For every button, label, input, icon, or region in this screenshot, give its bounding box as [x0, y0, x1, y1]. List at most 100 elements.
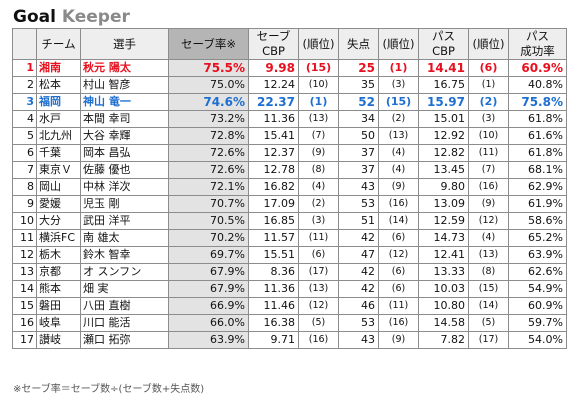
- table-row: 5 北九州 大谷 幸輝 72.8% 15.41 (7) 50 (13) 12.92 (10) 61.…: [12, 127, 567, 145]
- conceded-cell: 47: [338, 246, 379, 264]
- save-cbp-cell: 11.57: [248, 229, 299, 247]
- pass-cbp-cell: 12.59: [418, 212, 469, 230]
- save-cbp-rank-cell: (8): [298, 161, 339, 179]
- save-cbp-rank-cell: (9): [298, 144, 339, 162]
- conceded-cell: 43: [338, 331, 379, 349]
- rank-cell: 7: [12, 161, 37, 179]
- pass-cbp-cell: 13.45: [418, 161, 469, 179]
- pass-cbp-cell: 16.75: [418, 76, 469, 94]
- pass-rate-cell: 60.9%: [508, 297, 567, 315]
- pass-rate-cell: 40.8%: [508, 76, 567, 94]
- conceded-rank-cell: (16): [378, 314, 419, 332]
- player-cell: 村山 智彦: [80, 76, 169, 94]
- save-rate-cell: 67.9%: [168, 280, 249, 298]
- conceded-rank-cell: (6): [378, 229, 419, 247]
- conceded-rank-cell: (6): [378, 263, 419, 281]
- pass-rate-cell: 59.7%: [508, 314, 567, 332]
- pass-cbp-rank-cell: (2): [468, 93, 509, 111]
- conceded-cell: 35: [338, 76, 379, 94]
- pass-cbp-rank-cell: (9): [468, 195, 509, 213]
- team-cell: 松本: [36, 76, 81, 94]
- pass-cbp-rank-cell: (10): [468, 127, 509, 145]
- save-rate-cell: 74.6%: [168, 93, 249, 111]
- footnote: ※セーブ率＝セーブ数÷(セーブ数+失点数): [13, 384, 205, 395]
- player-cell: 南 雄太: [80, 229, 169, 247]
- save-cbp-cell: 11.36: [248, 280, 299, 298]
- conceded-cell: 34: [338, 110, 379, 128]
- table-row: 3 福岡 神山 竜一 74.6% 22.37 (1) 52 (15) 15.97 (2) 75.8%: [12, 93, 567, 111]
- rank-cell: 6: [12, 144, 37, 162]
- team-cell: 湘南: [36, 59, 81, 77]
- save-cbp-cell: 12.37: [248, 144, 299, 162]
- player-cell: 佐藤 優也: [80, 161, 169, 179]
- rank-cell: 11: [12, 229, 37, 247]
- pass-rate-cell: 63.9%: [508, 246, 567, 264]
- player-cell: 八田 直樹: [80, 297, 169, 315]
- save-cbp-cell: 16.38: [248, 314, 299, 332]
- rank-cell: 14: [12, 280, 37, 298]
- pass-cbp-cell: 14.73: [418, 229, 469, 247]
- rank-cell: 1: [12, 59, 37, 77]
- pass-cbp-cell: 10.80: [418, 297, 469, 315]
- conceded-rank-cell: (9): [378, 178, 419, 196]
- conceded-cell: 42: [338, 280, 379, 298]
- conceded-rank-cell: (3): [378, 76, 419, 94]
- pass-rate-cell: 61.8%: [508, 144, 567, 162]
- save-rate-cell: 70.7%: [168, 195, 249, 213]
- save-rate-cell: 75.5%: [168, 59, 249, 77]
- save-rate-cell: 67.9%: [168, 263, 249, 281]
- pass-cbp-rank-cell: (8): [468, 263, 509, 281]
- team-cell: 北九州: [36, 127, 81, 145]
- table-row: 17 讃岐 瀬口 拓弥 63.9% 9.71 (16) 43 (9) 7.82 (17) 54.0%: [12, 331, 567, 349]
- save-rate-cell: 69.7%: [168, 246, 249, 264]
- save-cbp-cell: 8.36: [248, 263, 299, 281]
- header-save-cbp-rank: (順位): [298, 28, 339, 60]
- header-pass-rate: パス 成功率: [508, 28, 567, 60]
- header-pass-cbp-rank: (順位): [468, 28, 509, 60]
- save-cbp-cell: 22.37: [248, 93, 299, 111]
- team-cell: 愛媛: [36, 195, 81, 213]
- pass-cbp-rank-cell: (3): [468, 110, 509, 128]
- pass-rate-cell: 68.1%: [508, 161, 567, 179]
- player-cell: 大谷 幸輝: [80, 127, 169, 145]
- pass-cbp-rank-cell: (7): [468, 161, 509, 179]
- save-cbp-cell: 17.09: [248, 195, 299, 213]
- save-cbp-rank-cell: (3): [298, 212, 339, 230]
- page-title: Goal Keeper: [13, 6, 130, 28]
- title-part-goal: Goal: [13, 7, 56, 27]
- conceded-cell: 42: [338, 263, 379, 281]
- save-cbp-rank-cell: (13): [298, 110, 339, 128]
- header-pass-rate-bottom: 成功率: [520, 44, 555, 58]
- conceded-cell: 51: [338, 212, 379, 230]
- pass-cbp-rank-cell: (15): [468, 280, 509, 298]
- player-cell: 秋元 陽太: [80, 59, 169, 77]
- header-conceded: 失点: [338, 28, 379, 60]
- team-cell: 横浜FC: [36, 229, 81, 247]
- save-rate-cell: 73.2%: [168, 110, 249, 128]
- conceded-rank-cell: (14): [378, 212, 419, 230]
- conceded-rank-cell: (9): [378, 331, 419, 349]
- rank-cell: 12: [12, 246, 37, 264]
- rank-cell: 3: [12, 93, 37, 111]
- team-cell: 千葉: [36, 144, 81, 162]
- conceded-cell: 37: [338, 144, 379, 162]
- pass-cbp-cell: 14.58: [418, 314, 469, 332]
- header-save-rate: セーブ率※: [168, 28, 249, 60]
- conceded-rank-cell: (4): [378, 144, 419, 162]
- table-row: 11 横浜FC 南 雄太 70.2% 11.57 (11) 42 (6) 14.73 (4) 65.…: [12, 229, 567, 247]
- save-cbp-rank-cell: (17): [298, 263, 339, 281]
- pass-cbp-cell: 15.01: [418, 110, 469, 128]
- pass-rate-cell: 62.6%: [508, 263, 567, 281]
- pass-rate-cell: 61.9%: [508, 195, 567, 213]
- player-cell: 畑 実: [80, 280, 169, 298]
- pass-cbp-rank-cell: (4): [468, 229, 509, 247]
- pass-rate-cell: 60.9%: [508, 59, 567, 77]
- header-save-cbp-bottom: CBP: [262, 44, 285, 58]
- team-cell: 熊本: [36, 280, 81, 298]
- pass-cbp-cell: 7.82: [418, 331, 469, 349]
- pass-cbp-rank-cell: (17): [468, 331, 509, 349]
- header-row: チーム 選手 セーブ率※ セーブ CBP (順位) 失点 (順位) パス CBP…: [12, 28, 567, 60]
- rank-cell: 15: [12, 297, 37, 315]
- save-rate-cell: 72.6%: [168, 144, 249, 162]
- table-row: 16 岐阜 川口 能活 66.0% 16.38 (5) 53 (16) 14.58 (5) 59.7…: [12, 314, 567, 332]
